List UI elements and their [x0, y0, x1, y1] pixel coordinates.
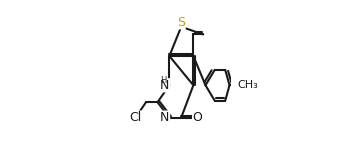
Text: S: S	[177, 16, 185, 29]
Text: Cl: Cl	[129, 111, 142, 124]
Text: N: N	[160, 111, 170, 124]
Text: CH₃: CH₃	[237, 80, 258, 90]
Text: H: H	[160, 76, 167, 85]
Text: N: N	[160, 79, 170, 92]
Text: O: O	[193, 111, 202, 124]
